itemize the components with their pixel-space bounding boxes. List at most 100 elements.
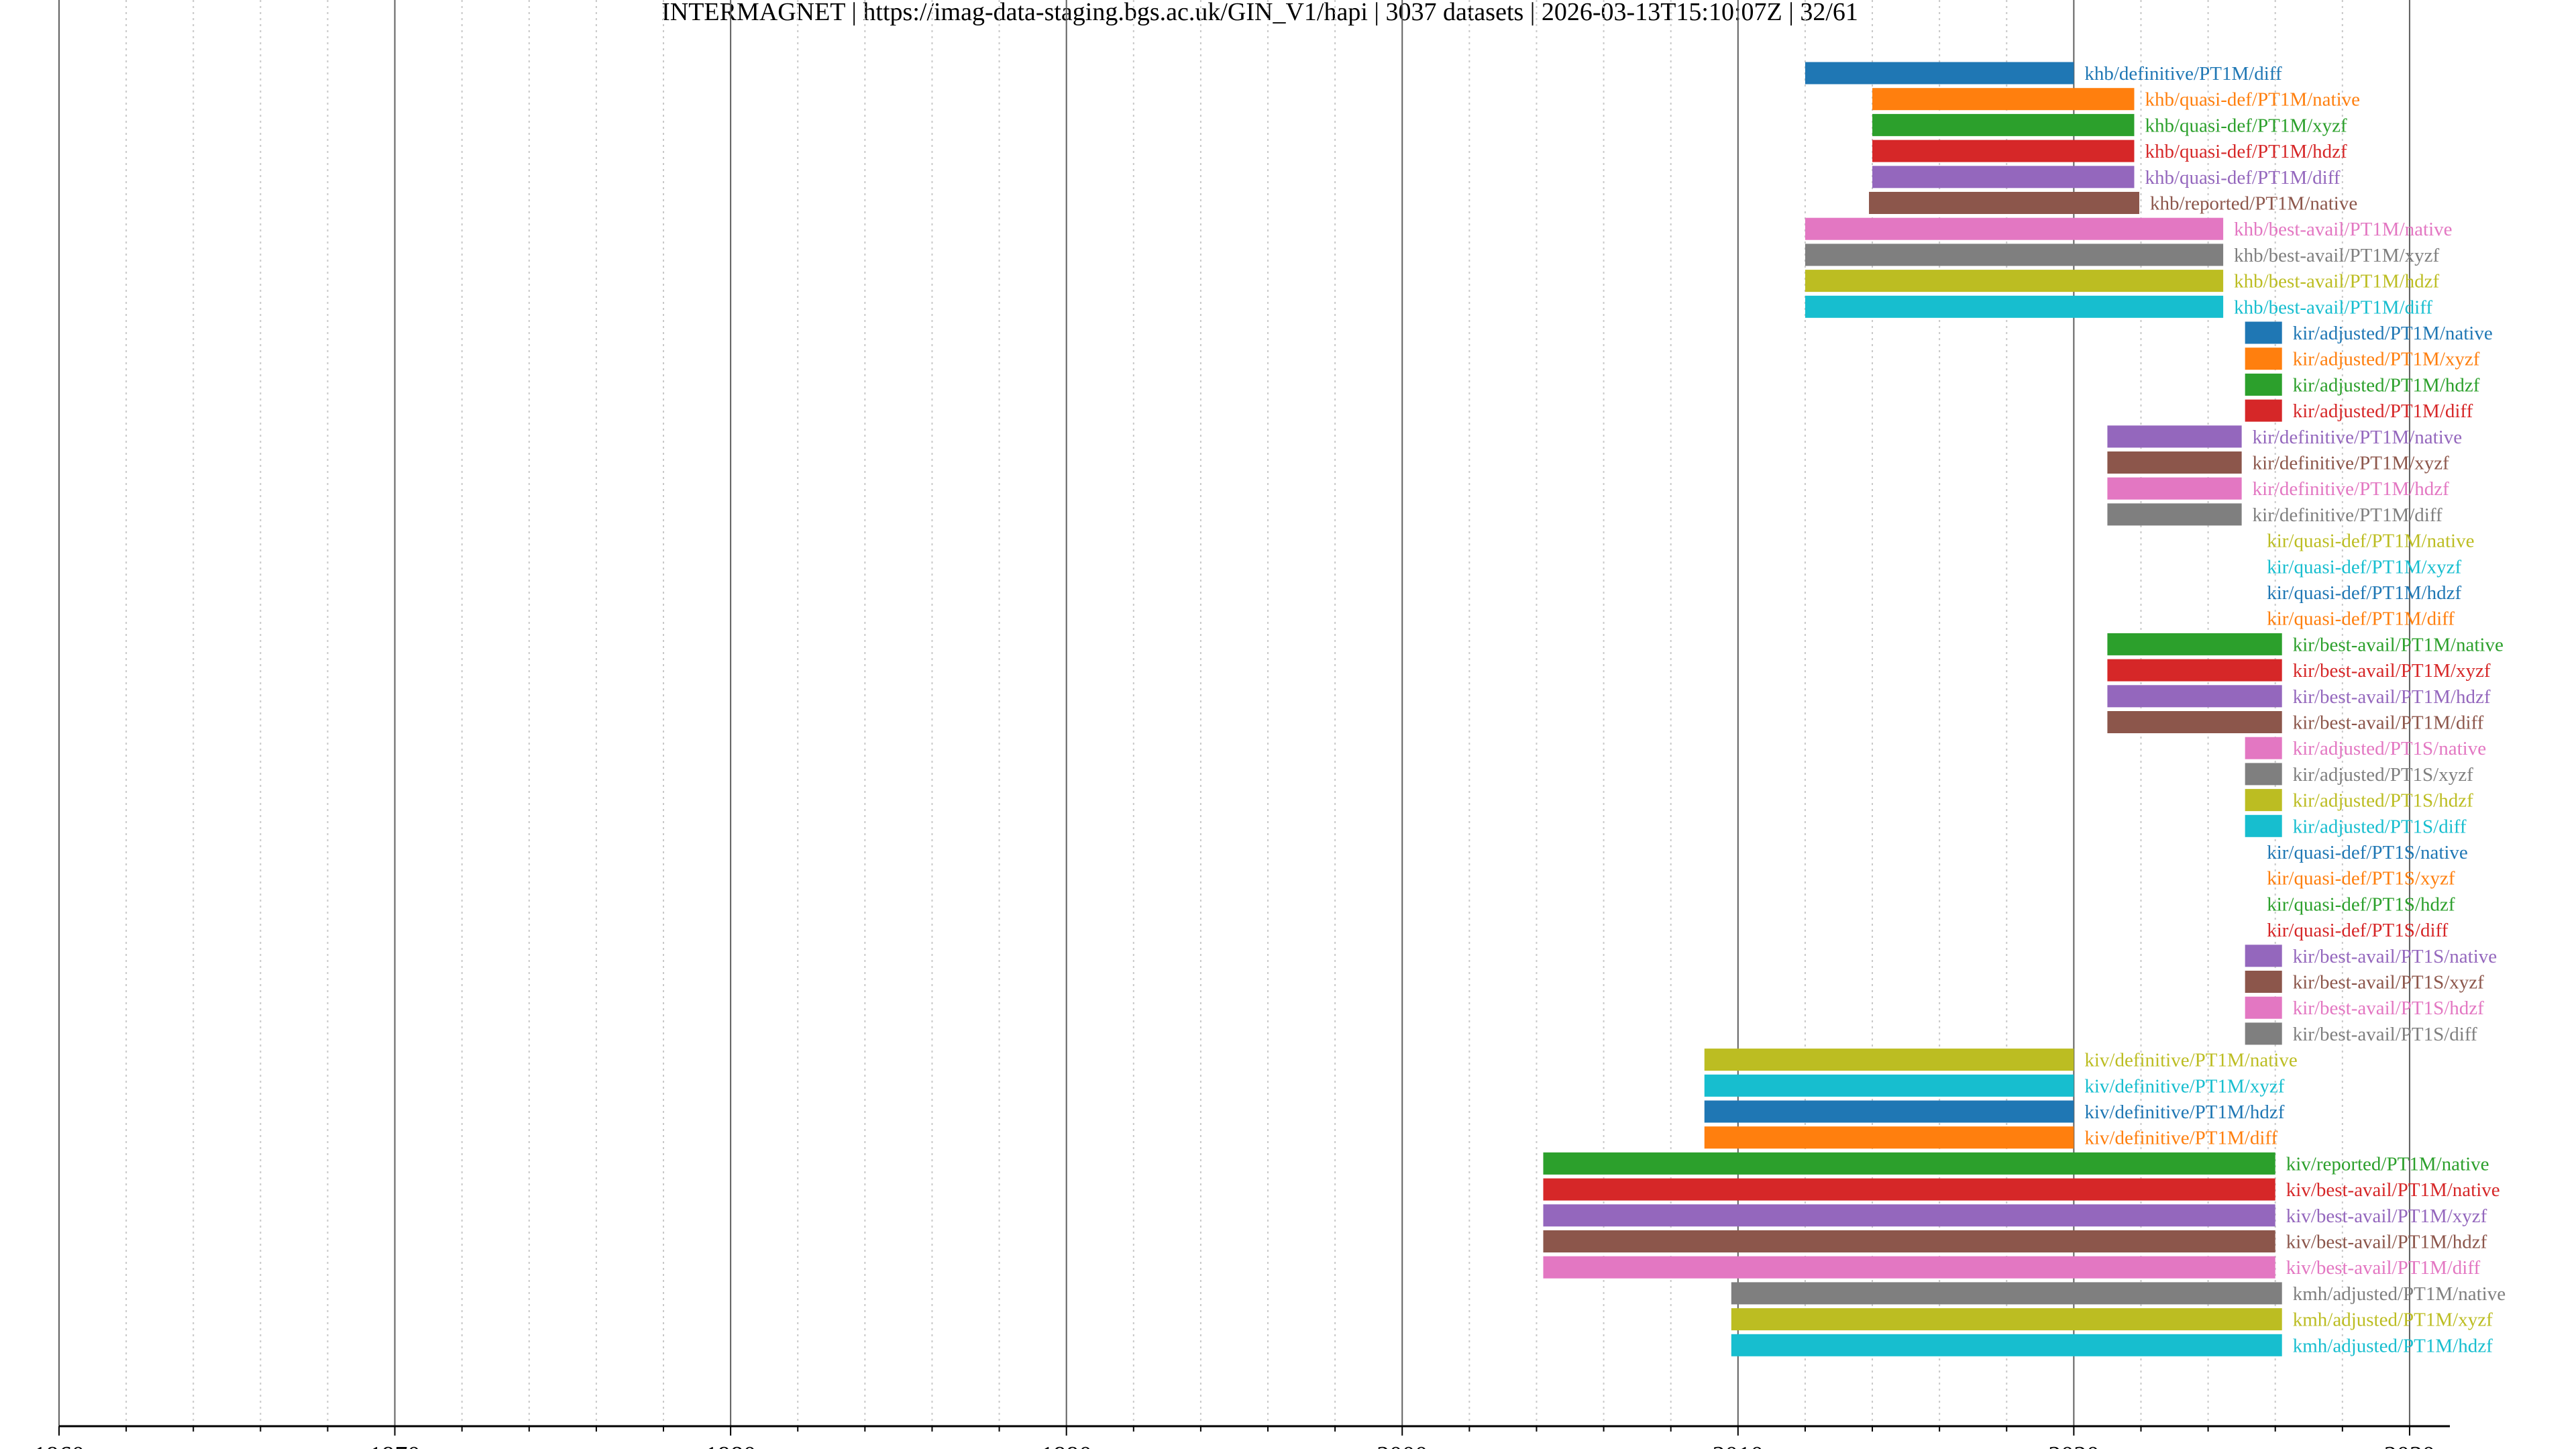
x-tick-label: 2020	[2048, 1442, 2099, 1449]
dataset-bar	[2107, 425, 2242, 448]
dataset-label: kir/quasi-def/PT1S/native	[2267, 842, 2468, 863]
dataset-bar	[2107, 633, 2282, 655]
dataset-label: kir/quasi-def/PT1S/hdzf	[2267, 894, 2455, 915]
dataset-label: kir/adjusted/PT1M/diff	[2293, 400, 2473, 422]
dataset-bar	[1731, 1308, 2282, 1331]
dataset-label: khb/best-avail/PT1M/diff	[2234, 297, 2432, 318]
dataset-label: kir/quasi-def/PT1M/hdzf	[2267, 582, 2461, 604]
dataset-bar	[1805, 295, 2224, 318]
dataset-label: khb/reported/PT1M/native	[2150, 193, 2357, 215]
dataset-bar	[2107, 685, 2282, 708]
dataset-bar	[1704, 1126, 2074, 1149]
dataset-label: kir/quasi-def/PT1S/diff	[2267, 920, 2448, 941]
dataset-label: kir/definitive/PT1M/xyzf	[2253, 453, 2450, 474]
dataset-label: kiv/best-avail/PT1M/diff	[2286, 1257, 2481, 1279]
dataset-label: kiv/reported/PT1M/native	[2286, 1153, 2489, 1175]
dataset-label: kiv/definitive/PT1M/diff	[2084, 1128, 2277, 1149]
x-tick-label: 1990	[1041, 1442, 1092, 1449]
dataset-bar	[2245, 737, 2282, 759]
dataset-bar	[2245, 321, 2282, 344]
dataset-label: kir/best-avail/PT1S/native	[2293, 946, 2497, 967]
dataset-label: kir/adjusted/PT1M/xyzf	[2293, 349, 2480, 370]
dataset-label: kir/adjusted/PT1M/hdzf	[2293, 374, 2480, 396]
dataset-bar	[2245, 789, 2282, 812]
dataset-bar	[2245, 399, 2282, 422]
dataset-label: kir/best-avail/PT1M/xyzf	[2293, 660, 2491, 682]
dataset-bar	[1543, 1152, 2275, 1175]
x-axis-ticks: 1960 1970 1980 1990 2000 2010 2020 2030	[34, 1426, 2435, 1449]
dataset-label: kir/adjusted/PT1S/hdzf	[2293, 790, 2473, 812]
dataset-bar	[2107, 503, 2242, 526]
dataset-label: khb/quasi-def/PT1M/xyzf	[2145, 115, 2347, 136]
dataset-label: kir/quasi-def/PT1S/xyzf	[2267, 868, 2455, 890]
dataset-label: kir/best-avail/PT1S/xyzf	[2293, 972, 2484, 994]
dataset-bar	[1704, 1049, 2074, 1071]
dataset-bar	[2245, 1022, 2282, 1045]
dataset-bar	[1731, 1334, 2282, 1356]
dataset-label: khb/quasi-def/PT1M/native	[2145, 89, 2360, 111]
dataset-bar	[1872, 140, 2135, 162]
dataset-bars	[1543, 62, 2282, 1356]
x-tick-label: 2030	[2384, 1442, 2435, 1449]
dataset-label: kmh/adjusted/PT1M/native	[2293, 1283, 2506, 1305]
dataset-label: kir/best-avail/PT1M/diff	[2293, 712, 2484, 734]
dataset-label: khb/best-avail/PT1M/hdzf	[2234, 271, 2439, 292]
x-tick-label: 2000	[1377, 1442, 1428, 1449]
x-tick-label: 1960	[34, 1442, 85, 1449]
dataset-label: kiv/best-avail/PT1M/xyzf	[2286, 1205, 2487, 1227]
dataset-bar	[2245, 814, 2282, 837]
dataset-label: kmh/adjusted/PT1M/hdzf	[2293, 1335, 2493, 1356]
dataset-label: khb/quasi-def/PT1M/diff	[2145, 167, 2340, 189]
dataset-label: kiv/definitive/PT1M/native	[2084, 1050, 2297, 1071]
dataset-bar	[1869, 192, 2139, 214]
dataset-label: khb/definitive/PT1M/diff	[2084, 63, 2282, 85]
dataset-label: kir/definitive/PT1M/native	[2253, 427, 2463, 448]
dataset-label: kir/definitive/PT1M/hdzf	[2253, 478, 2450, 500]
dataset-bar	[1805, 270, 2224, 292]
dataset-label: kir/adjusted/PT1S/diff	[2293, 816, 2467, 837]
dataset-bar	[2245, 763, 2282, 786]
dataset-bar	[1872, 166, 2135, 189]
x-tick-label: 2010	[1713, 1442, 1764, 1449]
dataset-label: kir/best-avail/PT1S/diff	[2293, 1024, 2477, 1045]
dataset-label: kmh/adjusted/PT1M/xyzf	[2293, 1309, 2493, 1331]
x-tick-label: 1980	[705, 1442, 756, 1449]
chart-title: INTERMAGNET | https://imag-data-staging.…	[661, 0, 1858, 26]
dataset-bar	[2245, 347, 2282, 370]
dataset-bar	[1805, 62, 2074, 85]
dataset-bar	[1805, 244, 2224, 266]
dataset-bar	[2245, 996, 2282, 1019]
dataset-bar	[2107, 711, 2282, 733]
dataset-bar	[1731, 1282, 2282, 1305]
dataset-bar	[1805, 217, 2224, 240]
dataset-label: kiv/best-avail/PT1M/native	[2286, 1179, 2500, 1201]
dataset-bar	[2245, 971, 2282, 993]
dataset-label: kir/quasi-def/PT1M/xyzf	[2267, 556, 2461, 578]
dataset-bar	[1872, 113, 2135, 136]
dataset-labels: khb/definitive/PT1M/diff khb/quasi-def/PT…	[2084, 63, 2506, 1356]
dataset-label: kiv/definitive/PT1M/xyzf	[2084, 1075, 2284, 1097]
dataset-bar	[1543, 1230, 2275, 1252]
major-gridlines	[58, 0, 2410, 1426]
dataset-bar	[2245, 945, 2282, 967]
dataset-bar	[1543, 1204, 2275, 1227]
dataset-label: khb/best-avail/PT1M/xyzf	[2234, 245, 2439, 266]
dataset-label: khb/quasi-def/PT1M/hdzf	[2145, 141, 2347, 162]
dataset-bar	[1704, 1074, 2074, 1097]
dataset-label: kiv/definitive/PT1M/hdzf	[2084, 1102, 2284, 1123]
dataset-bar	[1872, 88, 2135, 111]
dataset-label: kir/definitive/PT1M/diff	[2253, 504, 2443, 526]
dataset-label: kir/quasi-def/PT1M/native	[2267, 531, 2474, 552]
dataset-label: kiv/best-avail/PT1M/hdzf	[2286, 1232, 2487, 1253]
dataset-bar	[1543, 1256, 2275, 1279]
dataset-label: kir/best-avail/PT1M/native	[2293, 634, 2504, 655]
dataset-bar	[2107, 477, 2242, 500]
dataset-label: kir/adjusted/PT1S/xyzf	[2293, 764, 2473, 786]
dataset-bar	[1704, 1100, 2074, 1123]
dataset-label: kir/best-avail/PT1S/hdzf	[2293, 998, 2484, 1019]
dataset-bar	[2107, 659, 2282, 682]
dataset-label: kir/adjusted/PT1M/native	[2293, 323, 2493, 344]
dataset-label: kir/adjusted/PT1S/native	[2293, 738, 2486, 759]
dataset-label: kir/best-avail/PT1M/hdzf	[2293, 686, 2491, 708]
